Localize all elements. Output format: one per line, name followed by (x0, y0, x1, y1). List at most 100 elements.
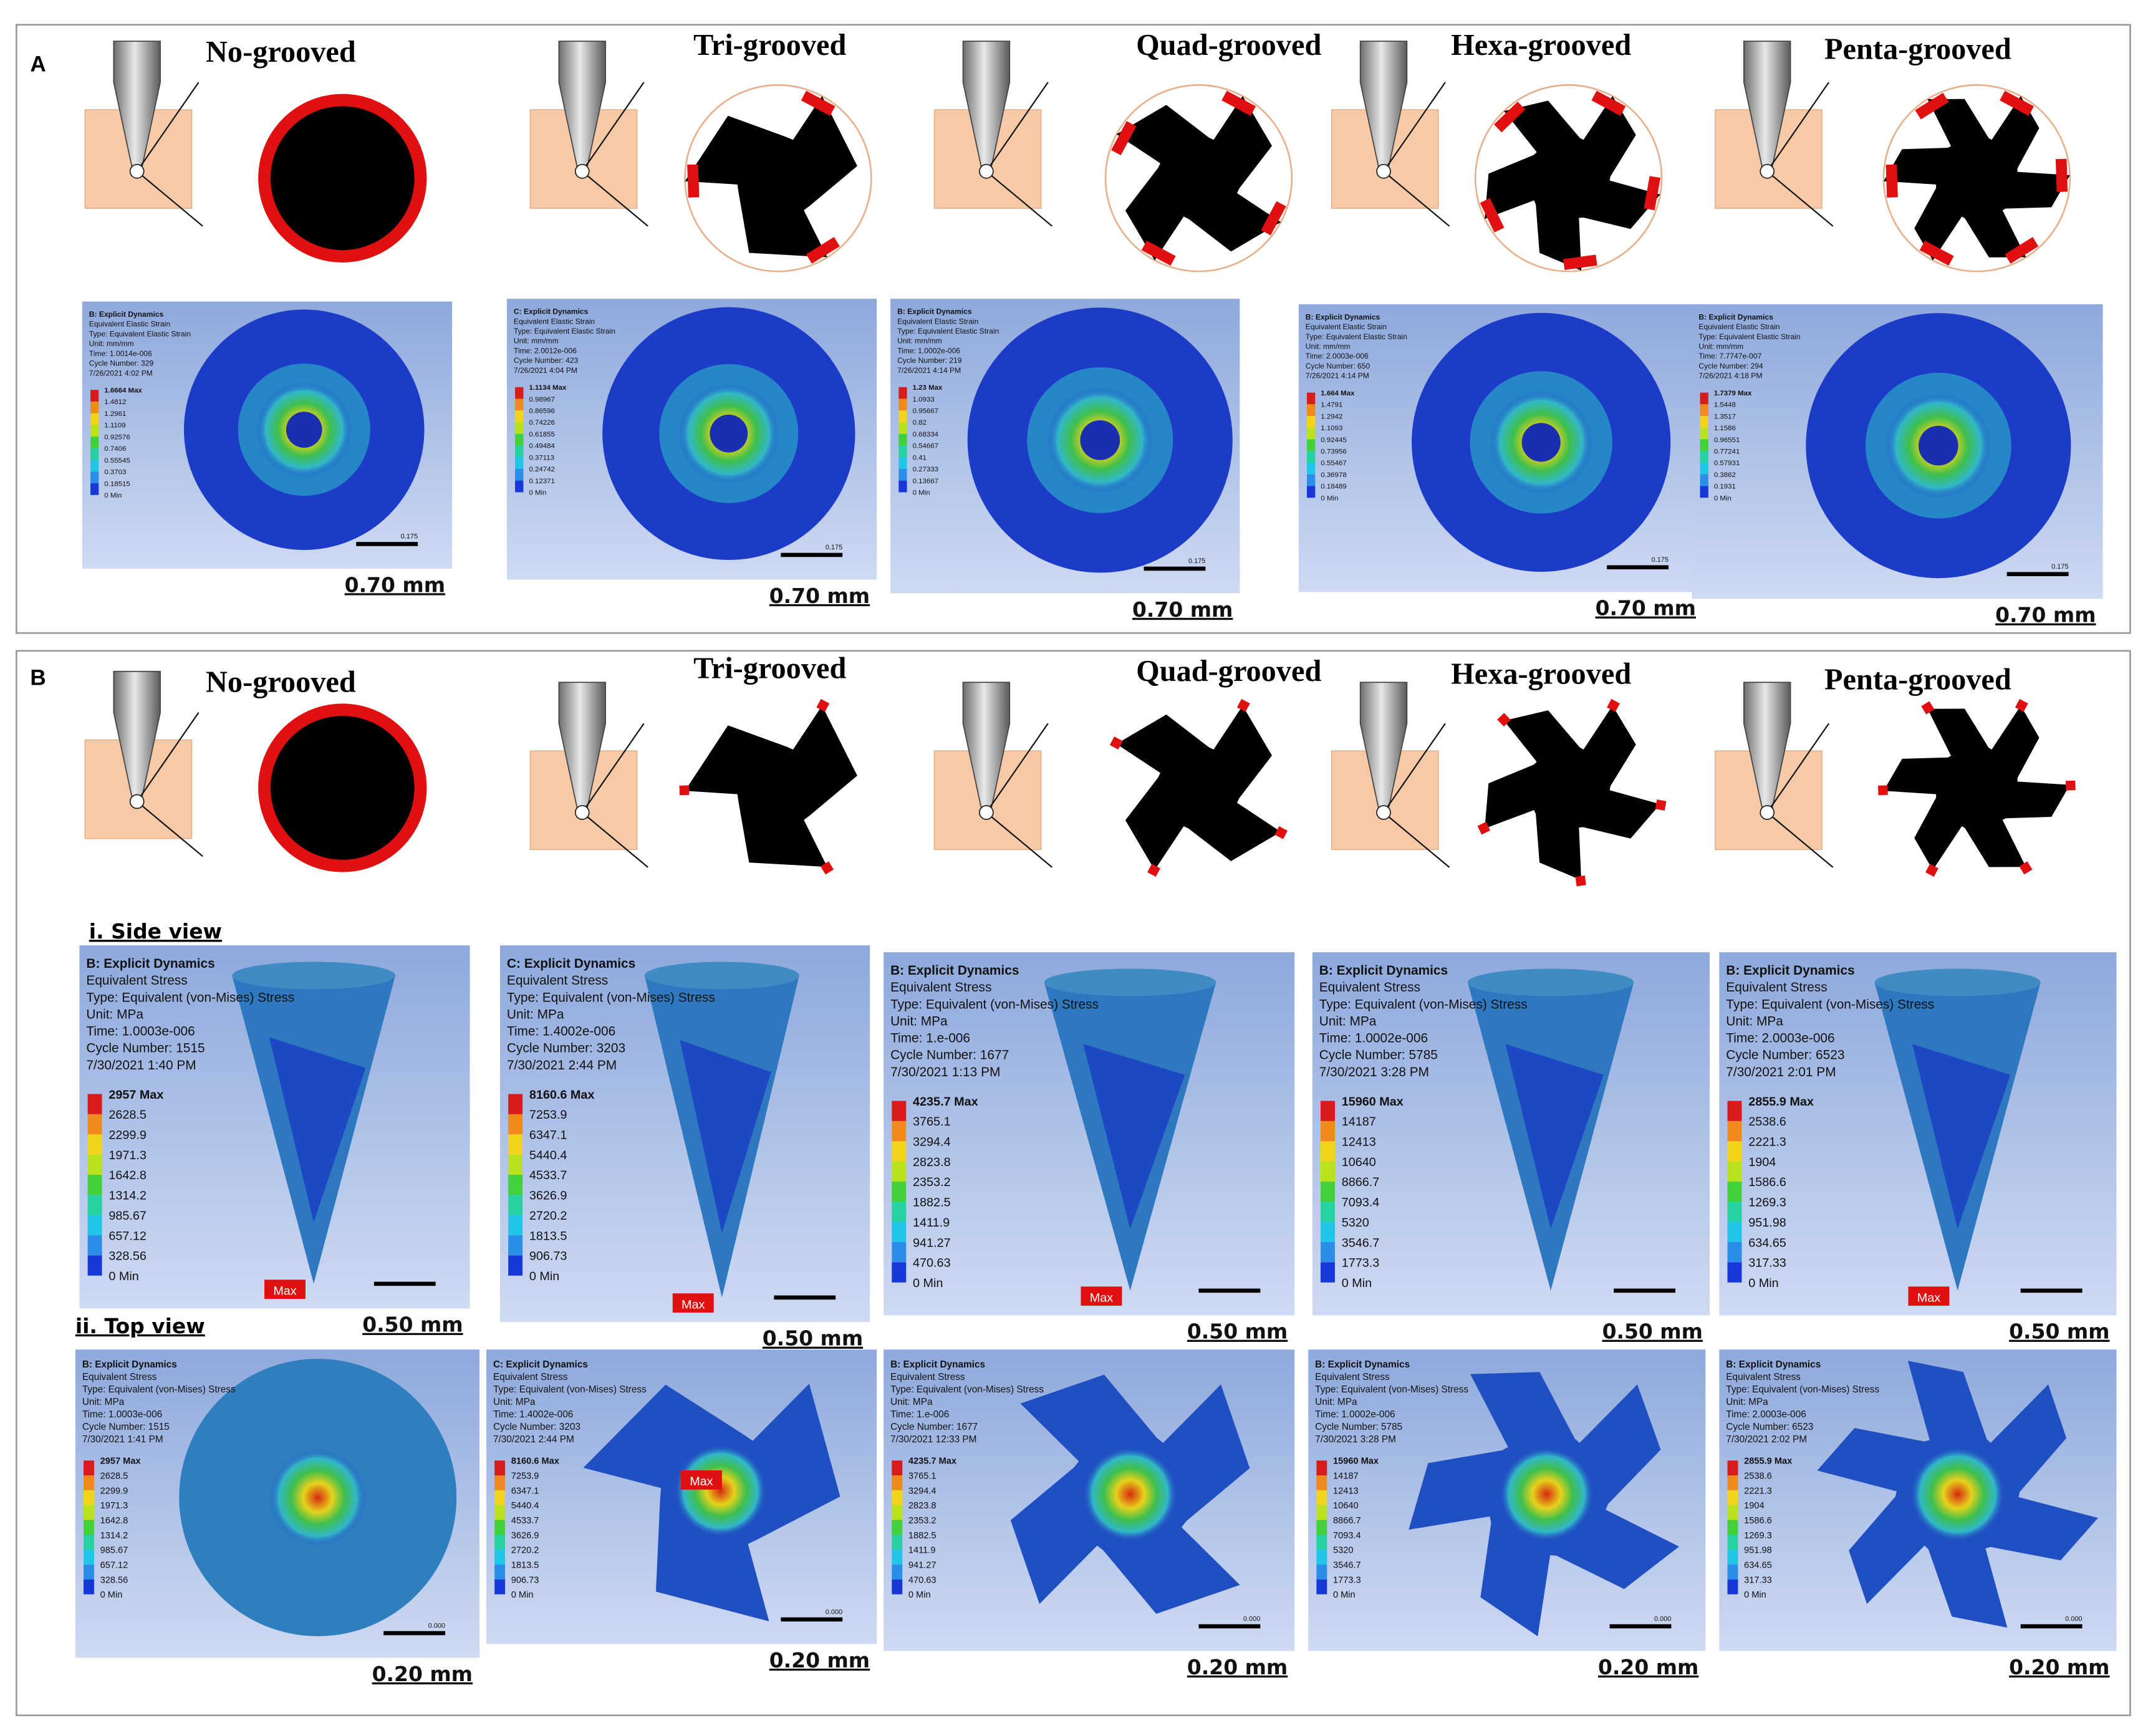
legend-label: 2538.6 (1744, 1471, 1772, 1481)
scale-tick: 0.000 (1654, 1615, 1671, 1623)
legend-swatch (90, 390, 99, 402)
sim-header: B: Explicit Dynamics (1315, 1359, 1410, 1370)
legend-swatch (1700, 392, 1708, 405)
legend-swatch (508, 1154, 523, 1175)
legend-swatch (892, 1121, 907, 1142)
legend-label: 0 Min (913, 1276, 943, 1290)
legend-label: 0.41 (913, 454, 927, 461)
legend-swatch (515, 387, 524, 399)
legend-swatch (892, 1222, 907, 1242)
legend-label: 1.1093 (1321, 425, 1342, 432)
sim-header: 7/30/2021 1:13 PM (890, 1065, 1000, 1079)
section-outline (1882, 84, 2071, 272)
sim-header: Type: Equivalent Elastic Strain (89, 329, 191, 338)
legend-label: 0.49484 (529, 443, 555, 450)
legend-swatch (494, 1535, 506, 1550)
sim-header: Cycle Number: 329 (89, 359, 154, 368)
sim-header: Equivalent Stress (86, 973, 187, 988)
legend-swatch (84, 1565, 94, 1579)
legend-swatch (90, 460, 99, 472)
legend-label: 0.18489 (1321, 483, 1346, 491)
legend-swatch (1307, 486, 1316, 498)
legend-label: 1.3517 (1714, 413, 1736, 420)
sim-header: B: Explicit Dynamics (890, 1359, 985, 1370)
scale-label: 0.70 mm (1995, 603, 2096, 627)
max-tag: Max (1917, 1291, 1940, 1304)
sim-header: C: Explicit Dynamics (514, 307, 589, 316)
legend-swatch (892, 1550, 903, 1565)
legend-label: 1.0933 (913, 396, 935, 403)
legend-swatch (892, 1181, 907, 1202)
sim-header: Unit: MPa (507, 1007, 564, 1021)
sim-header: 7/30/2021 2:01 PM (1726, 1065, 1836, 1079)
scale-tick: 0.000 (2065, 1615, 2082, 1623)
legend-swatch (1700, 427, 1708, 440)
section (258, 703, 427, 872)
legend-label: 2628.5 (100, 1471, 128, 1481)
legend-swatch (1727, 1535, 1738, 1550)
legend-label: 2855.9 Max (1744, 1457, 1793, 1467)
legend-label: 0.96551 (1714, 436, 1740, 444)
tool-tip (1760, 805, 1775, 820)
sim-header: Unit: MPa (1315, 1397, 1357, 1407)
legend-swatch (508, 1215, 523, 1235)
legend-swatch (494, 1579, 506, 1594)
sim-header: Equivalent Stress (1726, 1372, 1801, 1382)
sim-patch (680, 1039, 771, 1233)
section-title: Hexa-grooved (1451, 657, 1631, 690)
legend-label: 15960 Max (1333, 1457, 1379, 1467)
sim-header: Cycle Number: 5785 (1319, 1048, 1438, 1063)
legend-swatch (1727, 1490, 1738, 1505)
legend-swatch (1320, 1222, 1335, 1242)
legend-swatch (1316, 1475, 1327, 1490)
sim-header: Time: 7.7747e-007 (1698, 352, 1761, 360)
legend-label: 0.98967 (529, 396, 554, 403)
legend-swatch (515, 410, 524, 423)
sim-header: Equivalent Elastic Strain (897, 317, 978, 326)
tool-tip (574, 163, 590, 179)
sim-header: C: Explicit Dynamics (493, 1359, 588, 1370)
legend-swatch (898, 480, 907, 493)
sim-header: 7/26/2021 4:02 PM (89, 369, 153, 377)
legend-label: 1773.3 (1333, 1575, 1361, 1585)
tool-line (581, 82, 645, 172)
legend-swatch (1727, 1565, 1738, 1579)
legend-label: 0.3862 (1714, 471, 1736, 479)
legend-label: 0.54667 (913, 443, 938, 450)
tool-line (985, 723, 1049, 813)
legend-label: 10640 (1333, 1501, 1359, 1511)
legend-swatch (508, 1195, 523, 1215)
legend-swatch (1700, 486, 1708, 498)
scale-label: 0.20 mm (1187, 1655, 1288, 1679)
legend-label: 4235.7 Max (908, 1457, 957, 1467)
legend-swatch (1700, 416, 1708, 428)
sim-header: Unit: MPa (1726, 1397, 1768, 1407)
legend-swatch (1320, 1202, 1335, 1222)
legend-label: 0 Min (1321, 494, 1338, 502)
legend-label: 0.27333 (913, 466, 938, 473)
groove-mark (2055, 158, 2068, 192)
legend-label: 7093.4 (1342, 1196, 1380, 1210)
groove-mark (1563, 254, 1597, 271)
groove-mark (1921, 701, 1935, 715)
legend-label: 0.36978 (1321, 471, 1346, 479)
legend-label: 0 Min (529, 489, 546, 497)
legend-label: 0 Min (100, 1590, 123, 1600)
legend-swatch (1307, 462, 1316, 475)
sim-hole (1521, 423, 1561, 462)
sim-patch (1912, 1044, 2011, 1229)
sim-header: Time: 1.4002e-006 (507, 1025, 615, 1039)
groove-mark (1497, 713, 1511, 727)
legend-swatch (87, 1174, 102, 1195)
legend-label: 0 Min (511, 1590, 534, 1600)
max-tag: Max (1090, 1291, 1113, 1304)
groove-mark (1111, 121, 1137, 155)
legend-label: 3626.9 (511, 1531, 539, 1541)
legend-label: 3626.9 (529, 1189, 567, 1203)
legend-label: 470.63 (908, 1575, 937, 1585)
sim-header: Equivalent Stress (1319, 980, 1420, 995)
legend-swatch (494, 1490, 506, 1505)
legend-label: 1642.8 (108, 1169, 147, 1182)
legend-label: 3546.7 (1342, 1236, 1380, 1250)
tool-tip (1376, 805, 1391, 820)
